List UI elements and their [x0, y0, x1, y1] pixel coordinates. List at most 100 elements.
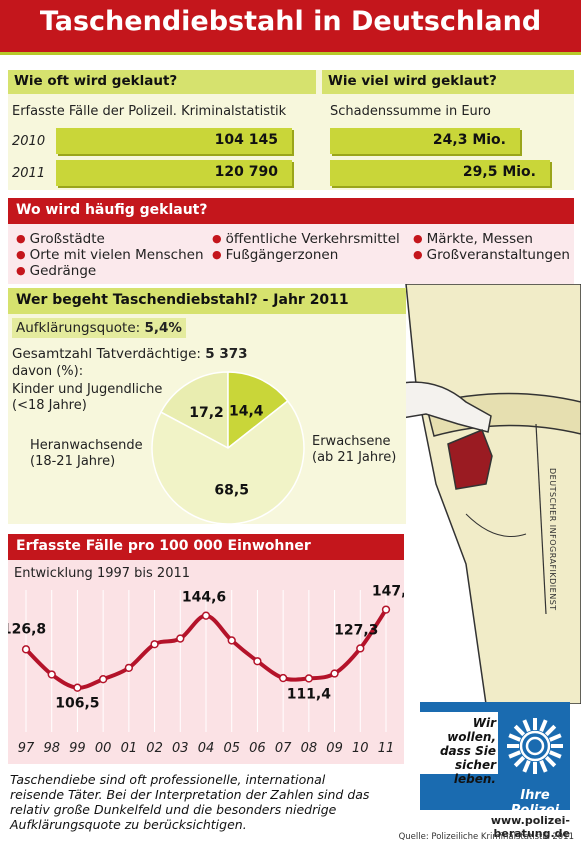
star-ray	[508, 733, 521, 742]
star-ray	[513, 724, 526, 737]
star-ray	[522, 760, 531, 773]
x-tick-label: 05	[223, 741, 240, 756]
clearance-label: Aufklärungsquote:	[16, 320, 141, 336]
year-2010-label: 2010	[12, 134, 46, 149]
data-label: 144,6	[182, 590, 226, 606]
pie-label-adolescents: Heranwachsende	[30, 438, 143, 453]
data-label: 111,4	[287, 686, 332, 702]
x-tick-label: 98	[43, 741, 60, 756]
data-point	[73, 683, 82, 692]
clearance-box: Aufklärungsquote: 5,4%	[12, 318, 186, 338]
pie-value-label: 14,4	[229, 403, 264, 419]
data-label: 127,3	[334, 622, 378, 638]
damage-2011-bar: 29,5 Mio.	[330, 160, 550, 186]
data-point	[176, 634, 185, 643]
suspects-pie-chart: 17,2 14,4 68,5	[151, 371, 305, 525]
locations-heading: Wo wird häufig geklaut?	[8, 198, 574, 224]
data-point	[227, 636, 236, 645]
star-ray	[522, 719, 531, 732]
x-tick-label: 03	[172, 741, 189, 756]
page-title: Taschendiebstahl in Deutschland	[39, 6, 542, 37]
star-ray	[544, 755, 557, 768]
pie-slice	[151, 399, 305, 525]
star-ray	[539, 719, 548, 732]
x-tick-label: 09	[326, 741, 343, 756]
star-ray	[549, 750, 562, 759]
location-item: Märkte, Messen	[413, 231, 533, 247]
damage-subheading: Schadenssumme in Euro	[330, 104, 491, 119]
total-suspects: Gesamtzahl Tatverdächtige: 5 373	[12, 346, 248, 362]
x-tick-label: 10	[352, 741, 369, 756]
star-ray	[513, 755, 526, 768]
x-tick-label: 99	[69, 741, 86, 756]
clearance-value: 5,4%	[144, 320, 182, 336]
data-point	[330, 669, 339, 678]
x-tick-label: 07	[275, 741, 292, 756]
title-underline	[0, 52, 581, 55]
damage-heading: Wie viel wird geklaut?	[322, 70, 574, 94]
x-tick-label: 11	[378, 741, 395, 756]
location-item: öffentliche Verkehrsmittel	[212, 231, 400, 247]
total-label: Gesamtzahl Tatverdächtige:	[12, 346, 201, 362]
pie-label-adults: Erwachsene	[312, 434, 391, 449]
cases-subheading: Erfasste Fälle der Polizeil. Kriminalsta…	[12, 104, 287, 119]
data-point	[278, 673, 288, 683]
website-url[interactable]: www.polizei-beratung.de	[490, 814, 570, 840]
pie-sublabel-children: (<18 Jahre)	[12, 398, 87, 413]
star-ray	[549, 733, 562, 742]
location-item: Fußgängerzonen	[212, 247, 339, 263]
data-point	[356, 644, 365, 653]
total-value: 5 373	[205, 346, 248, 362]
x-tick-label: 00	[95, 741, 112, 756]
agency-label: DEUTSCHER INFOGRAFIKDIENST	[548, 468, 557, 611]
location-item: Gedränge	[16, 263, 97, 279]
cases-heading: Wie oft wird geklaut?	[8, 70, 316, 94]
x-tick-label: 06	[249, 741, 266, 756]
pie-slice	[227, 371, 289, 450]
source-note: Quelle: Polizeiliche Kriminalstatistik 2…	[398, 832, 574, 842]
data-point	[381, 605, 391, 614]
pie-value-label: 17,2	[189, 405, 224, 421]
pickpocket-illustration	[396, 284, 581, 704]
x-tick-label: 02	[146, 741, 163, 756]
pie-sublabel-adolescents: (18-21 Jahre)	[30, 454, 116, 469]
data-point	[201, 611, 211, 620]
pie-sublabel-adults: (ab 21 Jahre)	[312, 450, 397, 465]
x-tick-label: 08	[301, 741, 318, 756]
share-label: davon (%):	[12, 364, 84, 379]
chart-heading: Erfasste Fälle pro 100 000 Einwohner	[8, 534, 404, 560]
location-item: Großveranstaltungen	[413, 247, 570, 263]
title-bar	[0, 0, 581, 52]
data-point	[253, 657, 262, 666]
year-2011-label: 2011	[12, 166, 46, 181]
data-point	[21, 645, 31, 654]
logo-subtitle: Ihre Polizei	[510, 788, 560, 818]
location-item: Großstädte	[16, 231, 105, 247]
police-star-icon	[507, 718, 563, 774]
data-label: 147,8	[372, 584, 404, 600]
damage-2010-bar: 24,3 Mio.	[330, 128, 520, 154]
logo-slogan: Wir wollen, dass Sie sicher leben.	[439, 716, 496, 786]
data-label: 126,8	[8, 621, 46, 637]
footer-note: Taschendiebe sind oft professionelle, in…	[10, 772, 370, 832]
x-tick-label: 04	[198, 741, 215, 756]
cases-2010-bar: 104 145	[56, 128, 292, 154]
cases-line-chart: 126,8 106,5 144,6 111,4 127,3 147,8 97 98 99 00 01…	[8, 584, 404, 756]
x-tick-label: 97	[18, 741, 35, 756]
data-point	[150, 640, 159, 649]
data-point	[98, 675, 108, 684]
star-ray	[508, 750, 521, 759]
star-ray	[539, 760, 548, 773]
data-point	[47, 670, 56, 679]
data-label: 106,5	[55, 696, 99, 712]
star-ray	[544, 724, 557, 737]
logo-slogan-panel	[420, 712, 498, 774]
chart-subheading: Entwicklung 1997 bis 2011	[14, 566, 191, 581]
data-point	[124, 663, 134, 673]
cases-2011-bar: 120 790	[56, 160, 292, 186]
pie-slice	[159, 371, 229, 450]
location-item: Orte mit vielen Menschen	[16, 247, 204, 263]
pie-label-children: Kinder und Jugendliche	[12, 382, 163, 397]
data-point	[304, 674, 314, 683]
x-tick-label: 01	[121, 741, 138, 756]
